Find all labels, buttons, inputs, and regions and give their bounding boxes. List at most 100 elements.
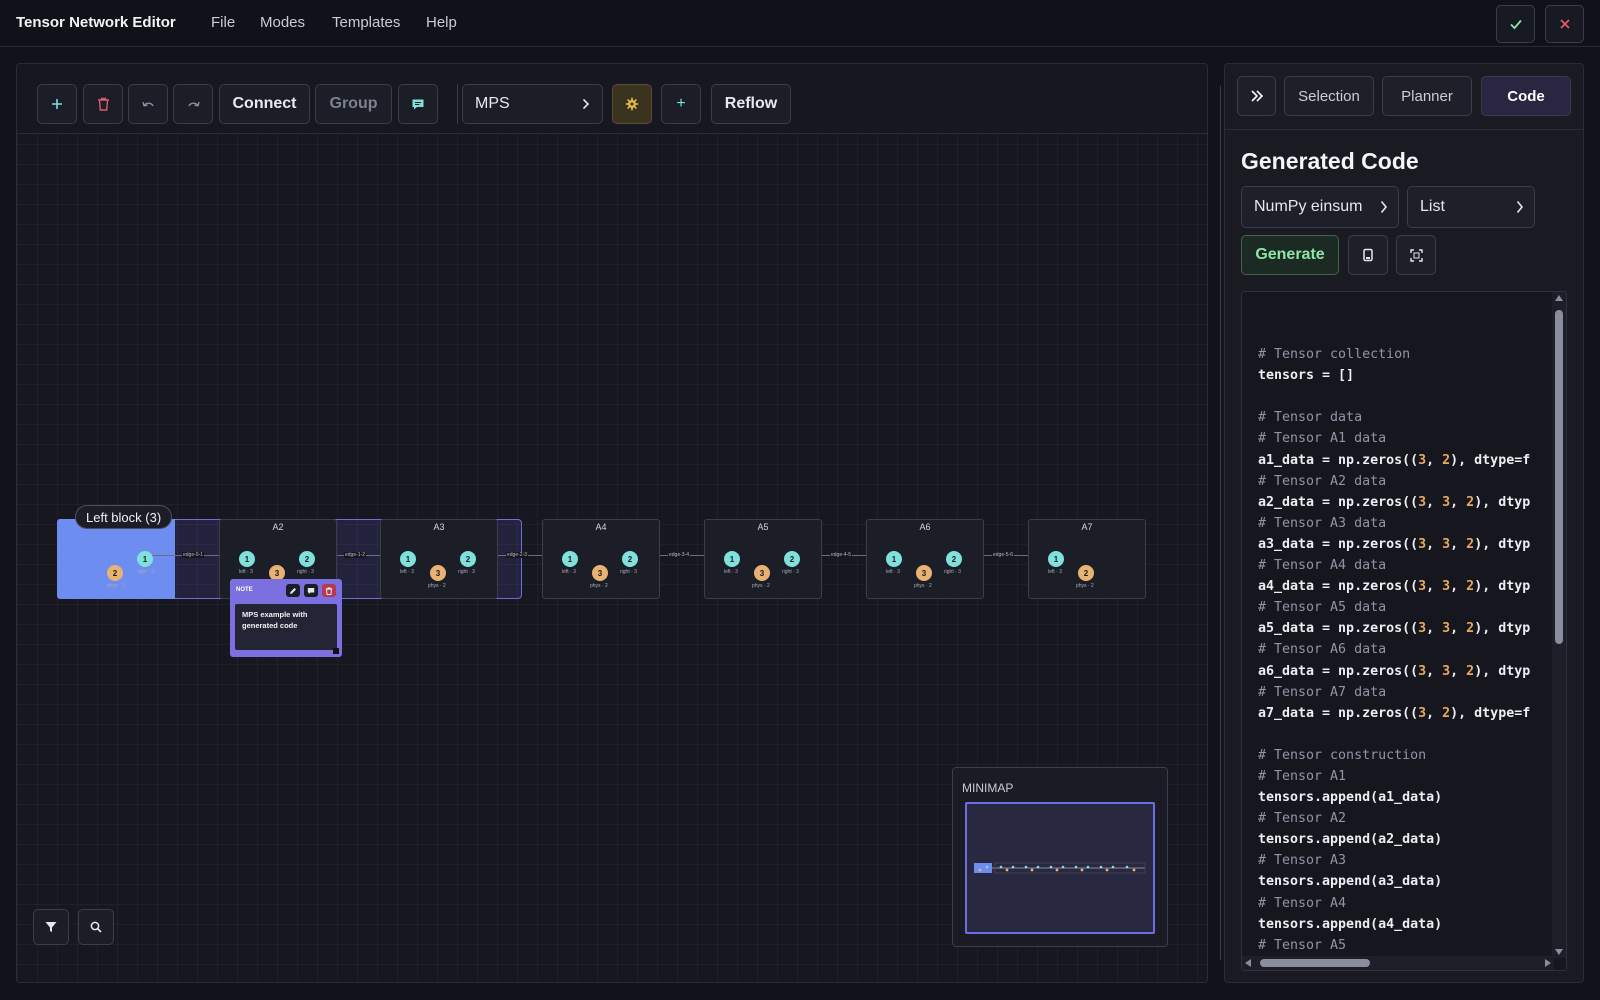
tensor-a5[interactable]: A5 1 left · 3 3 phys · 2 2 right · 3 — [704, 519, 822, 599]
code-line: tensors = [] — [1258, 365, 1548, 386]
collapse-panel-button[interactable] — [1237, 76, 1276, 116]
index-phys[interactable]: 3 — [269, 565, 285, 581]
menu-templates[interactable]: Templates — [332, 14, 401, 31]
canvas-panel[interactable]: Connect Group MPS + Reflow edge-0-1 edge… — [16, 63, 1208, 983]
code-token: 3 — [1418, 621, 1427, 637]
panel-divider[interactable] — [1220, 86, 1221, 960]
add-template-button[interactable]: + — [661, 84, 701, 124]
index-right[interactable]: 2 — [946, 551, 962, 567]
group-badge[interactable]: Left block (3) — [75, 505, 173, 529]
edge-label: edge-2-3 — [506, 552, 529, 558]
group-button[interactable]: Group — [315, 84, 392, 124]
index-left[interactable]: 1 — [400, 551, 416, 567]
reflow-button[interactable]: Reflow — [711, 84, 791, 124]
index-right[interactable]: 1 — [137, 551, 153, 567]
add-tensor-button[interactable] — [37, 84, 77, 124]
generate-button[interactable]: Generate — [1241, 235, 1339, 275]
code-token: , — [1426, 705, 1443, 721]
tensor-a1[interactable]: 2 phys · 2 1 right · 3 — [57, 519, 175, 599]
index-phys[interactable]: 3 — [592, 565, 608, 581]
note-delete-button[interactable] — [322, 584, 336, 597]
menu-modes[interactable]: Modes — [260, 14, 306, 31]
index-phys[interactable]: 2 — [107, 565, 123, 581]
index-left[interactable]: 1 — [562, 551, 578, 567]
tensor-name: A6 — [919, 522, 931, 532]
code-viewer[interactable]: # Tensor collection tensors = [] # Tensor … — [1241, 291, 1567, 971]
engine-select[interactable]: NumPy einsum — [1241, 186, 1399, 228]
filter-button[interactable] — [33, 909, 69, 945]
index-left[interactable]: 1 — [239, 551, 255, 567]
redo-button[interactable] — [173, 84, 213, 124]
code-token: 3 — [1418, 705, 1427, 721]
scroll-left-icon[interactable] — [1245, 959, 1251, 967]
index-phys[interactable]: 3 — [916, 565, 932, 581]
template-settings-button[interactable] — [612, 84, 652, 124]
tensor-a3[interactable]: A3 1 left · 3 3 phys · 2 2 right · 3 — [380, 519, 498, 599]
code-token: ), dtyp — [1474, 494, 1531, 510]
comment-button[interactable] — [398, 84, 438, 124]
code-line: a6_data = np.zeros((3, 3, 2), dtyp — [1258, 661, 1548, 682]
code-line: # Tensor A3 data — [1258, 513, 1548, 534]
code-token: a4_data = np.zeros(( — [1258, 579, 1419, 595]
menu-file[interactable]: File — [211, 14, 236, 31]
index-right[interactable]: 2 — [784, 551, 800, 567]
note-edit-button[interactable] — [286, 584, 300, 597]
tab-code[interactable]: Code — [1481, 76, 1571, 116]
index-phys[interactable]: 2 — [1078, 565, 1094, 581]
check-icon — [1509, 19, 1522, 30]
code-token: 2 — [1466, 579, 1475, 595]
menu-help[interactable]: Help — [426, 14, 457, 31]
note-text[interactable]: MPS example with generated code — [235, 604, 337, 650]
index-phys[interactable]: 3 — [430, 565, 446, 581]
minimap-viewport[interactable] — [965, 802, 1155, 934]
scroll-down-icon[interactable] — [1555, 949, 1563, 955]
template-select[interactable]: MPS — [462, 84, 603, 124]
double-chevron-right-icon — [1250, 90, 1263, 102]
minimap[interactable]: MINIMAP — [952, 767, 1168, 947]
tensor-a7[interactable]: A7 1 left · 3 2 phys · 2 — [1028, 519, 1146, 599]
note-resize-handle[interactable] — [333, 648, 339, 654]
confirm-button[interactable] — [1496, 5, 1535, 43]
code-line: a2_data = np.zeros((3, 3, 2), dtyp — [1258, 492, 1548, 513]
code-token: , — [1450, 579, 1467, 595]
tensor-a4[interactable]: A4 1 left · 3 3 phys · 2 2 right · 3 — [542, 519, 660, 599]
close-button[interactable] — [1545, 5, 1584, 43]
undo-button[interactable] — [128, 84, 168, 124]
index-right[interactable]: 2 — [460, 551, 476, 567]
delete-button[interactable] — [83, 84, 123, 124]
note-comment-button[interactable] — [304, 584, 318, 597]
vertical-scroll-thumb[interactable] — [1555, 310, 1563, 644]
format-select[interactable]: List — [1407, 186, 1535, 228]
index-right[interactable]: 2 — [622, 551, 638, 567]
code-token: # Tensor A7 data — [1258, 684, 1387, 700]
expand-button[interactable] — [1396, 235, 1436, 275]
vertical-scrollbar[interactable] — [1552, 292, 1566, 958]
code-line: a4_data = np.zeros((3, 3, 2), dtyp — [1258, 576, 1548, 597]
note-card[interactable]: NOTE MPS example with generated code — [230, 579, 342, 657]
tensor-a6[interactable]: A6 1 left · 3 3 phys · 2 2 right · 3 — [866, 519, 984, 599]
code-token: 3 — [1442, 621, 1451, 637]
horizontal-scroll-thumb[interactable] — [1260, 959, 1370, 967]
gear-icon — [625, 97, 639, 111]
search-button[interactable] — [78, 909, 114, 945]
scroll-up-icon[interactable] — [1555, 295, 1563, 301]
code-token: a3_data = np.zeros(( — [1258, 536, 1419, 552]
scroll-right-icon[interactable] — [1545, 959, 1551, 967]
tab-planner[interactable]: Planner — [1382, 76, 1472, 116]
index-right[interactable]: 2 — [299, 551, 315, 567]
tab-selection[interactable]: Selection — [1284, 76, 1374, 116]
horizontal-scrollbar[interactable] — [1242, 956, 1554, 970]
code-content[interactable]: # Tensor collection tensors = [] # Tensor … — [1258, 323, 1548, 956]
index-left[interactable]: 1 — [886, 551, 902, 567]
index-left[interactable]: 1 — [724, 551, 740, 567]
code-line: # Tensor A2 — [1258, 808, 1548, 829]
chevron-right-icon — [1380, 200, 1388, 214]
copy-button[interactable] — [1348, 235, 1388, 275]
connect-button[interactable]: Connect — [219, 84, 310, 124]
pencil-icon — [290, 587, 296, 594]
code-token: # Tensor A6 data — [1258, 642, 1387, 658]
note-title: NOTE — [236, 587, 253, 593]
index-phys[interactable]: 3 — [754, 565, 770, 581]
index-left[interactable]: 1 — [1048, 551, 1064, 567]
index-label: right · 3 — [137, 569, 154, 575]
